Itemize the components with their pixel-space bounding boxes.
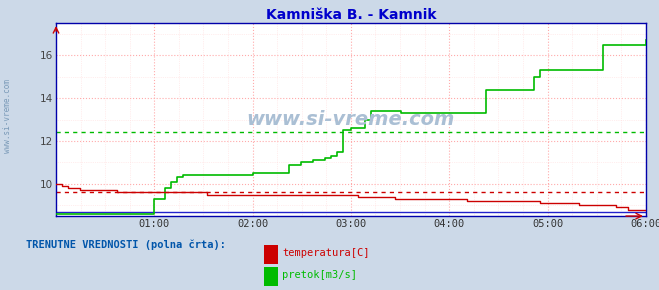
Title: Kamniška B. - Kamnik: Kamniška B. - Kamnik	[266, 8, 436, 22]
Text: TRENUTNE VREDNOSTI (polna črta):: TRENUTNE VREDNOSTI (polna črta):	[26, 239, 226, 250]
Text: temperatura[C]: temperatura[C]	[282, 249, 370, 258]
Text: www.si-vreme.com: www.si-vreme.com	[246, 110, 455, 129]
Text: pretok[m3/s]: pretok[m3/s]	[282, 271, 357, 280]
Text: www.si-vreme.com: www.si-vreme.com	[3, 79, 13, 153]
